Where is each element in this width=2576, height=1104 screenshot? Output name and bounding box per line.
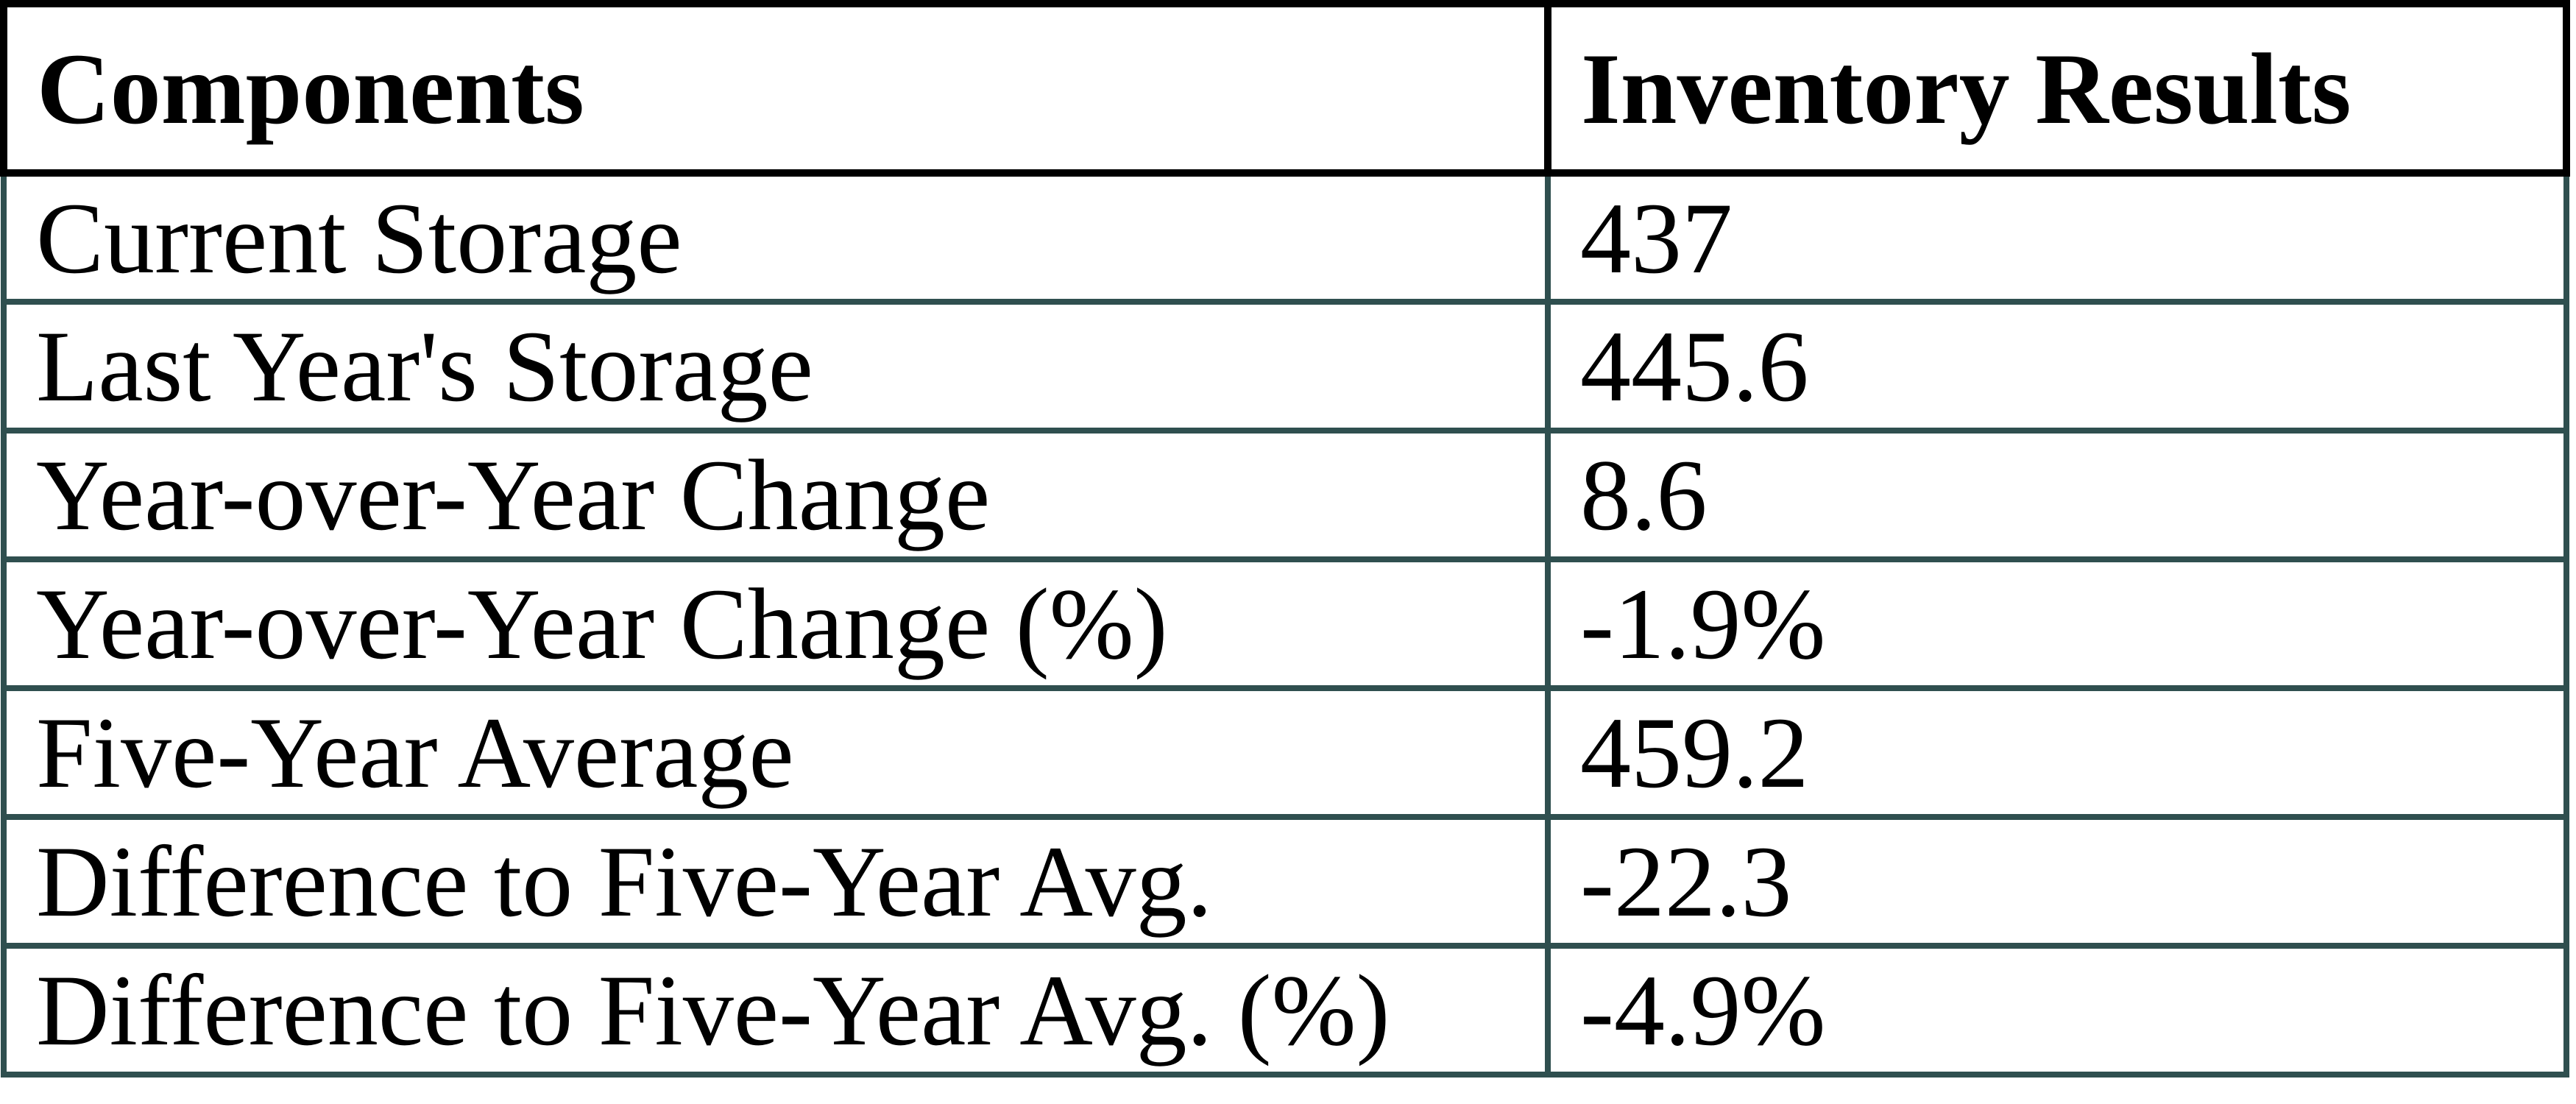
table-row: Difference to Five-Year Avg. (%) -4.9% [1,943,2569,1078]
table-row: Year-over-Year Change 8.6 [1,428,2569,562]
header-row: Components Inventory Results [0,0,2570,177]
row-value-five-year-average: 459.2 [1545,685,2569,820]
table-row: Difference to Five-Year Avg. -22.3 [1,814,2569,949]
row-value-current-storage: 437 [1545,170,2569,305]
table-row: Current Storage 437 [1,170,2569,305]
table-row: Year-over-Year Change (%) -1.9% [1,556,2569,691]
header-inventory-results: Inventory Results [1544,0,2570,177]
row-label-five-year-average: Five-Year Average [1,685,1551,820]
row-label-last-year-storage: Last Year's Storage [1,299,1551,434]
inventory-results-table: Components Inventory Results Current Sto… [0,0,2570,1078]
row-label-yoy-change: Year-over-Year Change [1,428,1551,562]
row-label-diff-five-year-avg-pct: Difference to Five-Year Avg. (%) [1,943,1551,1078]
row-label-current-storage: Current Storage [1,170,1551,305]
row-value-yoy-change: 8.6 [1545,428,2569,562]
header-components: Components [0,0,1551,177]
row-value-diff-five-year-avg-pct: -4.9% [1545,943,2569,1078]
row-value-last-year-storage: 445.6 [1545,299,2569,434]
row-value-diff-five-year-avg: -22.3 [1545,814,2569,949]
row-label-diff-five-year-avg: Difference to Five-Year Avg. [1,814,1551,949]
row-label-yoy-change-pct: Year-over-Year Change (%) [1,556,1551,691]
table-row: Five-Year Average 459.2 [1,685,2569,820]
table-row: Last Year's Storage 445.6 [1,299,2569,434]
row-value-yoy-change-pct: -1.9% [1545,556,2569,691]
